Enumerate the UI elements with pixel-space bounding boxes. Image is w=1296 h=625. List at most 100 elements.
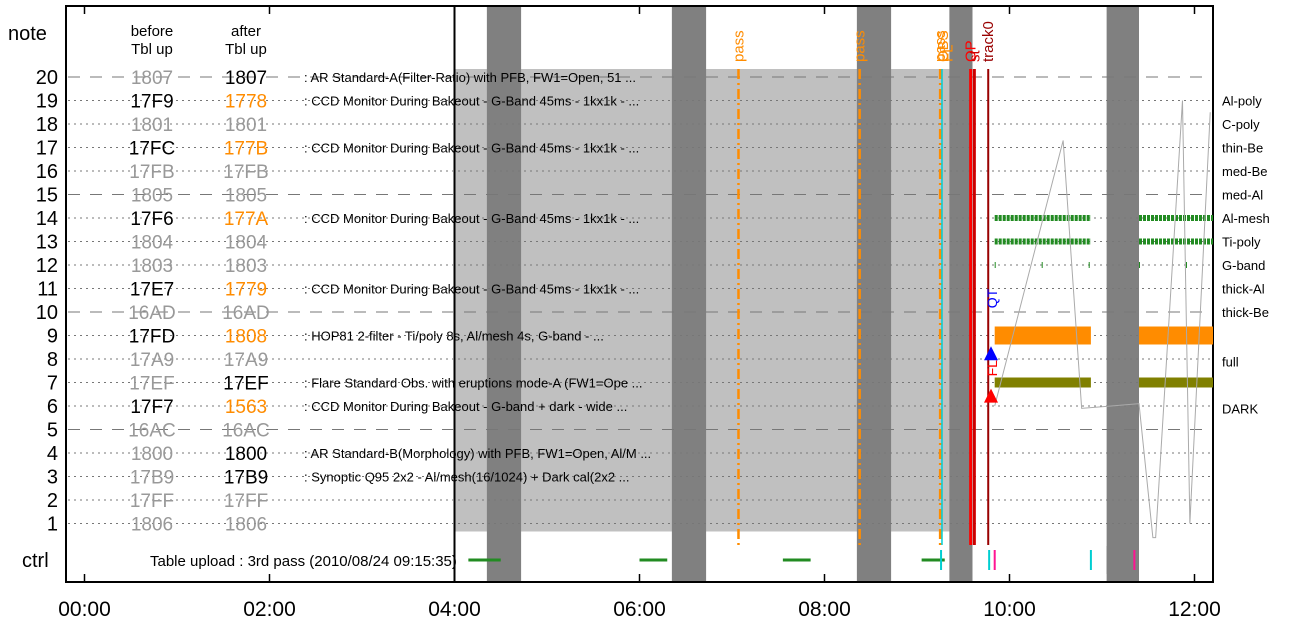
before-code: 16AD (128, 303, 176, 324)
x-tick-label: 06:00 (613, 598, 666, 621)
program-description: : CCD Monitor During Bakeout - G-Band 45… (304, 282, 639, 297)
after-code: 1807 (225, 68, 267, 89)
ctrl-night-band (856, 546, 892, 574)
obs-bar (1139, 377, 1213, 388)
program-description: : CCD Monitor During Bakeout - G-Band 45… (304, 211, 639, 226)
obs-bar (1139, 326, 1213, 345)
night-band-1 (671, 6, 707, 582)
row-number: 20 (36, 67, 58, 89)
before-code: 17EF (129, 374, 174, 395)
row-number: 16 (36, 161, 58, 183)
after-code: 1803 (225, 256, 267, 277)
ctrl-text: Table upload : 3rd pass (2010/08/24 09:1… (150, 553, 457, 570)
night-band-3 (949, 6, 973, 582)
row-number: 2 (47, 490, 58, 512)
filter-label: Al-mesh (1222, 211, 1270, 226)
ctrl-background (456, 546, 973, 574)
filter-label: full (1222, 354, 1239, 369)
row-number: 12 (36, 255, 58, 277)
after-code: 177A (224, 209, 269, 230)
pass-label: pass (852, 30, 869, 62)
filter-label: G-band (1222, 258, 1265, 273)
after-code: 16AD (222, 303, 270, 324)
pass-label: pass (932, 30, 949, 62)
event-triangle (984, 388, 998, 403)
marker-label: OBS (935, 30, 952, 62)
filter-label: Ti-poly (1222, 235, 1261, 250)
filter-label: thick-Al (1222, 282, 1265, 297)
program-description: : CCD Monitor During Bakeout - G-band + … (304, 399, 627, 414)
before-code: 1805 (131, 186, 173, 207)
after-code: 17FB (223, 162, 268, 183)
row-number: 5 (47, 420, 58, 442)
event-triangle (984, 346, 998, 361)
before-code: 17FD (129, 327, 175, 348)
after-code: 177B (224, 139, 268, 160)
program-description: : CCD Monitor During Bakeout - G-Band 45… (304, 141, 639, 156)
x-tick-label: 04:00 (428, 598, 481, 621)
before-code: 17F6 (130, 209, 173, 230)
marker-label: OP (963, 40, 980, 62)
row-number: 14 (36, 208, 58, 230)
after-code: 1806 (225, 515, 267, 536)
x-tick-label: 00:00 (58, 598, 111, 621)
row-number: 15 (36, 185, 58, 207)
before-code: 17FC (129, 139, 175, 160)
marker-label: FL (940, 44, 957, 62)
row-number: 11 (37, 279, 58, 301)
row-number: 18 (36, 114, 58, 136)
row-number: 3 (47, 467, 58, 489)
after-code: 17A9 (224, 350, 268, 371)
program-description: : HOP81 2-filter - Ti/poly 8s, Al/mesh 4… (304, 329, 604, 344)
before-code: 17E7 (130, 280, 174, 301)
before-code: 1807 (131, 68, 173, 89)
row-number: 6 (47, 396, 58, 418)
program-description: : CCD Monitor During Bakeout - G-Band 45… (304, 94, 639, 109)
after-code: 1805 (225, 186, 267, 207)
flag-label: FL (984, 360, 1000, 377)
program-description: : AR Standard-A(Filter-Ratio) with PFB, … (304, 70, 636, 85)
filter-label: DARK (1222, 401, 1258, 416)
row-number: 13 (36, 232, 58, 254)
program-description: : Flare Standard Obs. with eruptions mod… (304, 376, 643, 391)
obs-bar (994, 377, 1091, 388)
marker-label: track0 (980, 21, 997, 62)
row-number: 7 (47, 373, 58, 395)
row-number: 8 (47, 349, 58, 371)
note-header: note (8, 23, 47, 45)
after-code: 1563 (225, 397, 267, 418)
flag-label: QT (984, 288, 1000, 308)
marker-label: st (966, 50, 983, 63)
row-number: 4 (47, 443, 58, 465)
pass-label: pass (730, 30, 747, 62)
before-code: 1804 (131, 233, 174, 254)
after-code: 1778 (225, 92, 267, 113)
before-code: 17FB (129, 162, 174, 183)
before-code: 17F9 (130, 92, 173, 113)
filter-label: med-Be (1222, 164, 1268, 179)
row-number: 17 (36, 138, 58, 160)
activity-trace (994, 100, 1211, 539)
program-description: : AR Standard-B(Morphology) with PFB, FW… (304, 446, 651, 461)
filter-label: med-Al (1222, 188, 1263, 203)
row-number: 9 (47, 326, 58, 348)
before-code: 1806 (131, 515, 173, 536)
after-code: 16AC (222, 421, 270, 442)
before-code: 17A9 (130, 350, 174, 371)
before-code: 1803 (131, 256, 173, 277)
after-code: 1779 (225, 280, 267, 301)
filter-label: C-poly (1222, 117, 1260, 132)
night-band-2 (856, 6, 892, 582)
row-number: 19 (36, 91, 58, 113)
filter-label: thin-Be (1222, 141, 1263, 156)
ctrl-label: ctrl (22, 550, 49, 572)
ctrl-night-band (671, 546, 707, 574)
x-tick-label: 08:00 (798, 598, 851, 621)
filter-label: Al-poly (1222, 94, 1262, 109)
row-number: 10 (36, 302, 58, 324)
after-code: 1808 (225, 327, 267, 348)
x-tick-label: 02:00 (243, 598, 296, 621)
before-code: 1801 (131, 115, 173, 136)
shaded-region (454, 69, 973, 532)
